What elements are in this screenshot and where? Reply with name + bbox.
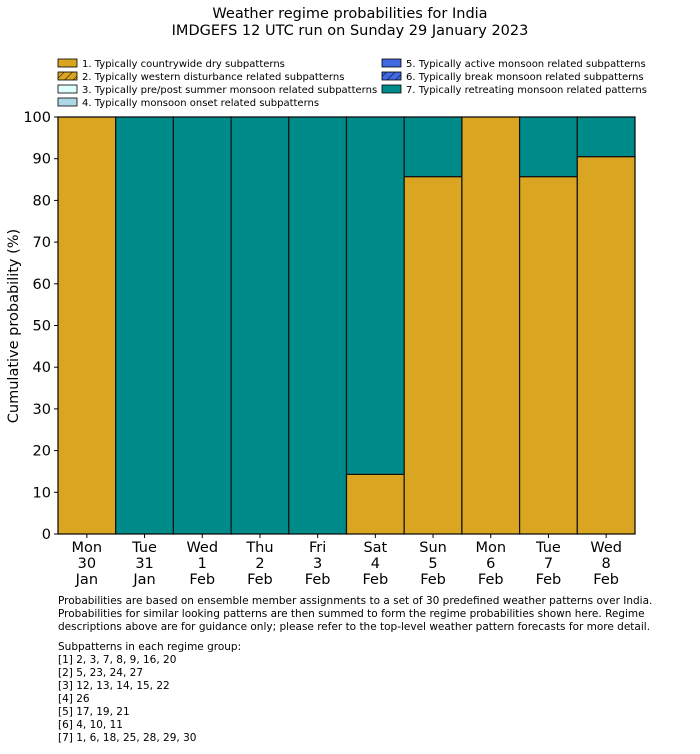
x-tick-label: 2 <box>255 556 264 572</box>
x-tick-label: Sun <box>419 540 447 556</box>
y-tick-label: 0 <box>42 527 51 543</box>
x-tick-label: 31 <box>135 556 153 572</box>
subpattern-group: [5] 17, 19, 21 <box>58 706 130 718</box>
x-tick-label: Wed <box>590 540 622 556</box>
bar-segment <box>345 116 405 475</box>
bar-segment <box>576 156 636 535</box>
bar-segment <box>403 176 463 535</box>
bar-segment <box>518 176 578 535</box>
subpattern-group: [4] 26 <box>58 693 90 705</box>
y-tick-label: 90 <box>33 152 51 168</box>
bar-segment <box>172 116 232 535</box>
legend-label: 6. Typically break monsoon related subpa… <box>406 72 644 83</box>
footnote-heading: Subpatterns in each regime group: <box>58 641 242 653</box>
legend-hatch <box>382 72 401 80</box>
footnote-description: Probabilities are based on ensemble memb… <box>58 595 653 633</box>
subpattern-group: [3] 12, 13, 14, 15, 22 <box>58 680 170 692</box>
legend-label: 5. Typically active monsoon related subp… <box>406 59 646 70</box>
x-tick-label: 4 <box>371 556 380 572</box>
chart-title: Weather regime probabilities for India <box>212 6 487 22</box>
bar-segment <box>57 116 117 535</box>
subpattern-group: [6] 4, 10, 11 <box>58 719 123 731</box>
legend: 1. Typically countrywide dry subpatterns… <box>57 58 647 109</box>
subpattern-group: [2] 5, 23, 24, 27 <box>58 667 143 679</box>
x-tick-label: Thu <box>245 540 273 556</box>
y-tick-label: 100 <box>23 110 51 126</box>
x-tick-label: Feb <box>189 572 215 588</box>
bar-segment <box>576 116 636 158</box>
legend-label: 7. Typically retreating monsoon related … <box>406 85 647 96</box>
y-tick-label: 40 <box>33 360 51 376</box>
y-tick-label: 20 <box>33 444 51 460</box>
x-tick-label: Jan <box>132 572 155 588</box>
x-tick-label: Fri <box>309 540 326 556</box>
x-tick-label: Jan <box>75 572 98 588</box>
bar-segment <box>403 116 463 178</box>
x-tick-label: Tue <box>535 540 561 556</box>
axes: 0102030405060708090100Mon30JanTue31JanWe… <box>23 110 636 588</box>
y-tick-label: 60 <box>33 277 51 293</box>
legend-swatch <box>57 58 78 68</box>
legend-swatch <box>381 58 402 68</box>
x-tick-label: Feb <box>305 572 331 588</box>
y-tick-label: 10 <box>33 485 51 501</box>
legend-label: 4. Typically monsoon onset related subpa… <box>82 98 319 109</box>
legend-label: 1. Typically countrywide dry subpatterns <box>82 59 285 70</box>
bar-segment <box>115 116 174 535</box>
x-tick-label: 1 <box>198 556 207 572</box>
x-tick-label: Feb <box>593 572 619 588</box>
bar-segment <box>288 116 348 535</box>
x-tick-label: 30 <box>78 556 96 572</box>
x-tick-label: 7 <box>544 556 553 572</box>
legend-swatch <box>57 84 78 94</box>
x-tick-label: Feb <box>420 572 446 588</box>
subpattern-group: [1] 2, 3, 7, 8, 9, 16, 20 <box>58 654 177 666</box>
bar-segment <box>345 473 405 535</box>
x-tick-label: 3 <box>313 556 322 572</box>
legend-swatch <box>57 97 78 107</box>
bar-segment <box>518 116 578 178</box>
x-tick-label: Sat <box>363 540 387 556</box>
y-tick-label: 30 <box>33 402 51 418</box>
chart-svg: Weather regime probabilities for India I… <box>6 6 647 588</box>
x-tick-label: Feb <box>478 572 504 588</box>
y-tick-label: 80 <box>33 193 51 209</box>
x-tick-label: Tue <box>131 540 157 556</box>
y-tick-label: 50 <box>33 319 51 335</box>
x-tick-label: 8 <box>602 556 611 572</box>
x-tick-label: Feb <box>363 572 389 588</box>
legend-hatch <box>58 72 77 80</box>
y-tick-label: 70 <box>33 235 51 251</box>
x-tick-label: Feb <box>536 572 562 588</box>
bars <box>57 116 636 535</box>
x-tick-label: Mon <box>72 540 103 556</box>
x-tick-label: Feb <box>247 572 273 588</box>
bar-segment <box>461 116 521 535</box>
x-tick-label: 6 <box>486 556 495 572</box>
legend-label: 3. Typically pre/post summer monsoon rel… <box>82 85 377 96</box>
chart-subtitle: IMDGEFS 12 UTC run on Sunday 29 January … <box>172 23 529 39</box>
bar-segment <box>230 116 290 535</box>
x-tick-label: Mon <box>475 540 506 556</box>
legend-swatch <box>381 84 402 94</box>
x-tick-label: 5 <box>428 556 437 572</box>
y-axis-label: Cumulative probability (%) <box>6 229 22 423</box>
subpattern-group: [7] 1, 6, 18, 25, 28, 29, 30 <box>58 732 197 744</box>
x-tick-label: Wed <box>186 540 218 556</box>
legend-label: 2. Typically western disturbance related… <box>82 72 344 83</box>
